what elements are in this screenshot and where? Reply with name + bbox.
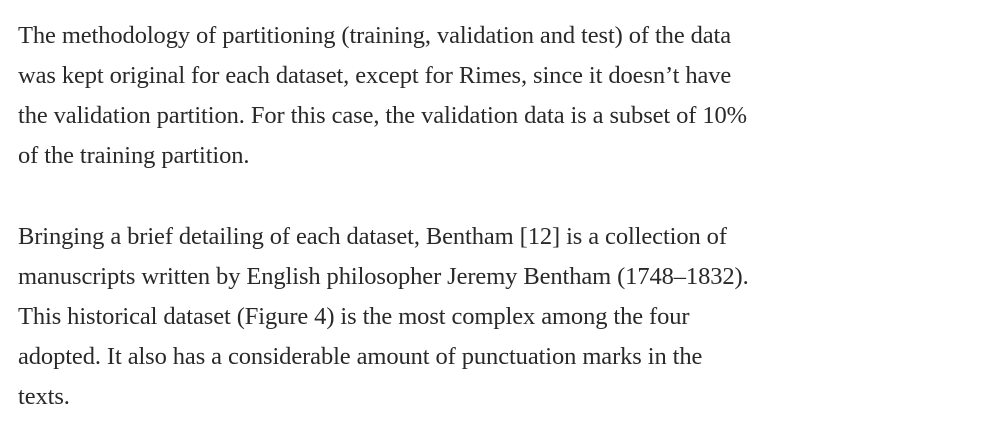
paragraph-line: adopted. It also has a considerable amou… (18, 343, 703, 370)
paragraph-line: manuscripts written by English philosoph… (18, 263, 749, 290)
paragraph-line: The methodology of partitioning (trainin… (18, 22, 732, 49)
paragraph-line: This historical dataset (Figure 4) is th… (18, 303, 690, 330)
paragraph-bentham-dataset: Bringing a brief detailing of each datas… (18, 217, 978, 417)
paragraph-line: texts. (18, 383, 70, 410)
paragraph-partitioning-methodology: The methodology of partitioning (trainin… (18, 16, 978, 176)
paragraph-line: of the training partition. (18, 142, 250, 169)
paragraph-line: the validation partition. For this case,… (18, 102, 747, 129)
paragraph-line: was kept original for each dataset, exce… (18, 62, 732, 89)
article-body: The methodology of partitioning (trainin… (18, 16, 978, 417)
paragraph-line: Bringing a brief detailing of each datas… (18, 223, 727, 250)
